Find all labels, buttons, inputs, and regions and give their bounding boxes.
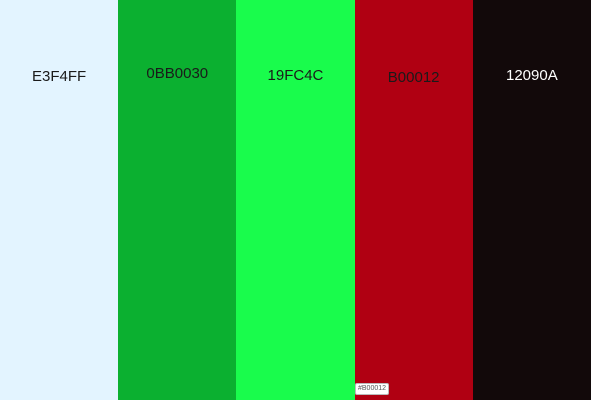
color-swatch[interactable]: 19FC4C — [236, 0, 355, 400]
color-swatch[interactable]: B00012 — [354, 0, 473, 400]
swatch-hex-label: E3F4FF — [32, 68, 87, 85]
swatch-hex-label: B00012 — [387, 69, 440, 86]
swatch-hex-label: 19FC4C — [267, 67, 324, 84]
swatch-hex-label: 0BB0030 — [146, 65, 209, 82]
color-swatch[interactable]: 0BB0030 — [118, 0, 237, 400]
color-swatch[interactable]: 12090A — [472, 0, 591, 400]
color-swatch[interactable]: E3F4FF — [0, 0, 119, 400]
swatch-hex-label: 12090A — [505, 67, 558, 84]
hover-tooltip: #B00012 — [355, 383, 390, 395]
